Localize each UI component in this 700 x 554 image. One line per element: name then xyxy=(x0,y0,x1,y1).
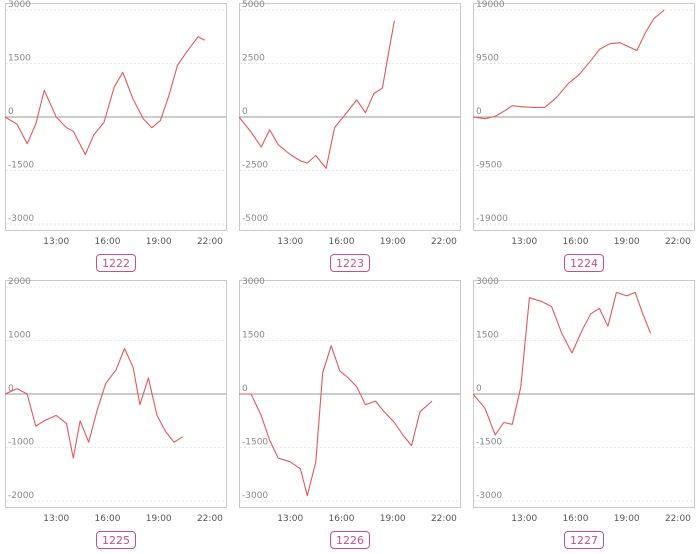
y-tick-label: 2500 xyxy=(242,54,265,64)
x-tick-label: 16:00 xyxy=(94,514,120,524)
x-tick-label: 13:00 xyxy=(43,514,69,524)
y-tick-label: -1500 xyxy=(8,161,34,171)
y-tick-label: 1500 xyxy=(8,54,31,64)
x-tick-label: 16:00 xyxy=(562,514,588,524)
x-tick-label: 13:00 xyxy=(43,237,69,247)
series-line xyxy=(239,345,433,497)
x-tick-label: 19:00 xyxy=(380,514,406,524)
chart-label-badge[interactable]: 1223 xyxy=(330,254,370,272)
y-tick-label: 3000 xyxy=(476,277,499,287)
y-tick-label: -5000 xyxy=(242,214,268,224)
y-tick-label: 3000 xyxy=(242,277,265,287)
x-tick-label: 16:00 xyxy=(562,237,588,247)
y-tick-label: -2500 xyxy=(242,161,268,171)
y-tick-label: -2000 xyxy=(8,491,34,501)
y-tick-label: 2000 xyxy=(8,277,31,287)
x-tick-label: 16:00 xyxy=(328,237,354,247)
chart-panel-1226: -3000 -1500 0 1500 3000 13:00 16:00 19:00 22:00 1… xyxy=(239,277,461,550)
x-tick-label: 19:00 xyxy=(614,514,640,524)
x-tick-label: 22:00 xyxy=(197,237,223,247)
y-tick-label: 9500 xyxy=(476,54,499,64)
chart-svg: -3000 -1500 0 1500 3000 13:00 16:00 19:00 22:00 xyxy=(239,277,461,524)
series-line xyxy=(4,36,206,156)
x-tick-label: 22:00 xyxy=(665,514,691,524)
y-tick-label: 0 xyxy=(8,107,14,117)
chart-panel-1223: -5000 -2500 0 2500 5000 13:00 16:00 19:00 22:00 1… xyxy=(238,0,461,273)
chart-panel-1224: -19000 -9500 0 9500 19000 13:00 16:00 19:00 22:0… xyxy=(472,0,695,273)
y-tick-label: 0 xyxy=(242,384,248,394)
x-tick-label: 19:00 xyxy=(146,237,172,247)
x-tick-label: 22:00 xyxy=(431,514,457,524)
x-tick-label: 22:00 xyxy=(431,237,457,247)
chart-svg: -3000 -1500 0 1500 3000 13:00 16:00 19:00 22:00 xyxy=(4,0,227,247)
y-tick-label: 1500 xyxy=(476,331,499,341)
x-tick-label: 16:00 xyxy=(328,514,354,524)
y-tick-label: 0 xyxy=(476,107,482,117)
chart-label-badge[interactable]: 1226 xyxy=(330,531,370,549)
y-tick-label: 3000 xyxy=(8,0,31,10)
y-tick-label: -3000 xyxy=(476,491,502,501)
y-tick-label: -1000 xyxy=(8,438,34,448)
series-line xyxy=(472,9,665,120)
chart-label-badge[interactable]: 1224 xyxy=(564,254,604,272)
chart-label-badge[interactable]: 1225 xyxy=(96,531,136,549)
y-tick-label: -1500 xyxy=(476,438,502,448)
y-tick-label: 19000 xyxy=(476,0,505,10)
x-tick-label: 13:00 xyxy=(277,514,303,524)
chart-label-badge[interactable]: 1222 xyxy=(96,254,136,272)
y-tick-label: -19000 xyxy=(476,214,508,224)
y-tick-label: -1500 xyxy=(242,438,268,448)
y-tick-label: -9500 xyxy=(476,161,502,171)
x-tick-label: 19:00 xyxy=(380,237,406,247)
series-line xyxy=(238,20,395,169)
chart-panel-1225: -2000 -1000 0 1000 2000 13:00 16:00 19:00 22:00 1… xyxy=(4,277,227,550)
y-tick-label: 1500 xyxy=(242,331,265,341)
y-tick-label: 0 xyxy=(476,384,482,394)
y-tick-label: 0 xyxy=(8,384,14,394)
x-tick-label: 22:00 xyxy=(197,514,223,524)
chart-panel-1222: -3000 -1500 0 1500 3000 13:00 16:00 19:00 22:00 1… xyxy=(4,0,227,273)
x-tick-label: 19:00 xyxy=(614,237,640,247)
x-tick-label: 13:00 xyxy=(277,237,303,247)
x-tick-label: 22:00 xyxy=(665,237,691,247)
y-tick-label: -3000 xyxy=(242,491,268,501)
x-tick-label: 13:00 xyxy=(511,237,537,247)
y-tick-label: 5000 xyxy=(242,0,265,10)
chart-label-badge[interactable]: 1227 xyxy=(564,531,604,549)
chart-panel-1227: -3000 -1500 0 1500 3000 13:00 16:00 19:00 22:00 1… xyxy=(472,277,695,550)
chart-svg: -3000 -1500 0 1500 3000 13:00 16:00 19:00 22:00 xyxy=(472,277,695,524)
x-tick-label: 16:00 xyxy=(94,237,120,247)
y-tick-label: -3000 xyxy=(8,214,34,224)
x-tick-label: 13:00 xyxy=(511,514,537,524)
chart-svg: -5000 -2500 0 2500 5000 13:00 16:00 19:00 22:00 xyxy=(238,0,461,247)
series-line xyxy=(4,347,183,459)
y-tick-label: 0 xyxy=(242,107,248,117)
chart-svg: -2000 -1000 0 1000 2000 13:00 16:00 19:00 22:00 xyxy=(4,277,227,524)
chart-svg: -19000 -9500 0 9500 19000 13:00 16:00 19:00 22:0… xyxy=(472,0,695,247)
x-tick-label: 19:00 xyxy=(146,514,172,524)
series-line xyxy=(472,291,652,436)
y-tick-label: 1000 xyxy=(8,331,31,341)
